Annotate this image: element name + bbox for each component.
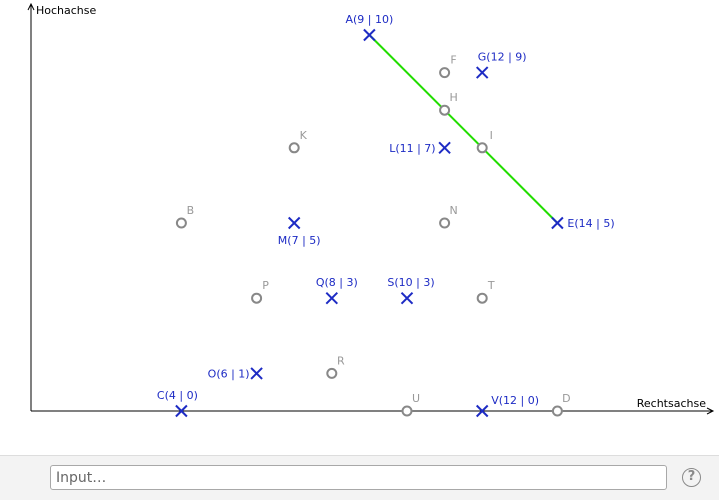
segment-ae[interactable] xyxy=(368,34,559,224)
point-label: V(12 | 0) xyxy=(491,394,539,407)
point-s[interactable]: S(10 | 3) xyxy=(387,276,435,305)
point-marker xyxy=(438,141,451,155)
point-marker xyxy=(439,67,451,79)
point-marker xyxy=(551,405,563,417)
point-label: E(14 | 5) xyxy=(567,217,614,230)
point-marker xyxy=(439,104,451,116)
point-label: R xyxy=(337,354,345,367)
graphics-view[interactable]: Hochachse Rechtsachse A(9 | 10) B C(4 | 0)… xyxy=(0,0,719,455)
point-h[interactable]: H xyxy=(439,91,458,116)
y-axis-arrow xyxy=(27,2,35,11)
point-v[interactable]: V(12 | 0) xyxy=(475,394,539,418)
coordinate-plane[interactable]: Hochachse Rechtsachse A(9 | 10) B C(4 | 0)… xyxy=(0,0,719,455)
point-m[interactable]: M(7 | 5) xyxy=(278,216,321,248)
point-marker xyxy=(325,291,339,305)
point-marker xyxy=(326,367,338,379)
point-label: G(12 | 9) xyxy=(478,51,527,64)
point-label: H xyxy=(449,91,457,104)
point-label: I xyxy=(490,129,493,142)
point-marker xyxy=(251,292,263,304)
point-t[interactable]: T xyxy=(476,279,495,304)
point-marker xyxy=(439,217,451,229)
point-b[interactable]: B xyxy=(175,204,195,229)
algebra-input[interactable] xyxy=(50,465,667,490)
x-axis-arrow xyxy=(706,407,715,415)
point-i[interactable]: I xyxy=(476,129,493,154)
point-label: A(9 | 10) xyxy=(345,13,393,26)
point-e[interactable]: E(14 | 5) xyxy=(551,216,615,230)
point-u[interactable]: U xyxy=(401,392,421,417)
point-o[interactable]: O(6 | 1) xyxy=(208,367,263,380)
point-label: B xyxy=(187,204,195,217)
point-f[interactable]: F xyxy=(439,54,457,79)
point-k[interactable]: K xyxy=(288,129,308,154)
point-a[interactable]: A(9 | 10) xyxy=(345,13,393,42)
point-label: U xyxy=(412,392,420,405)
point-label: O(6 | 1) xyxy=(208,367,250,380)
x-axis-label: Rechtsachse xyxy=(637,397,706,410)
point-marker xyxy=(475,404,489,418)
point-label: N xyxy=(449,204,457,217)
point-p[interactable]: P xyxy=(251,279,269,304)
y-axis-label: Hochachse xyxy=(36,4,97,17)
point-label: Q(8 | 3) xyxy=(316,276,358,289)
point-c[interactable]: C(4 | 0) xyxy=(157,389,198,418)
point-label: S(10 | 3) xyxy=(387,276,434,289)
point-label: P xyxy=(262,279,269,292)
point-n[interactable]: N xyxy=(439,204,458,229)
point-label: F xyxy=(450,54,456,67)
input-bar: ? xyxy=(0,455,719,500)
help-button[interactable]: ? xyxy=(682,468,701,487)
point-q[interactable]: Q(8 | 3) xyxy=(316,276,358,305)
point-l[interactable]: L(11 | 7) xyxy=(389,141,451,155)
point-marker xyxy=(551,216,564,230)
point-marker xyxy=(175,217,187,229)
point-marker xyxy=(400,291,414,305)
point-marker xyxy=(476,292,488,304)
point-marker xyxy=(175,404,188,418)
point-marker xyxy=(288,142,300,154)
point-label: T xyxy=(487,279,495,292)
point-label: L(11 | 7) xyxy=(389,142,435,155)
point-label: K xyxy=(300,129,308,142)
point-label: C(4 | 0) xyxy=(157,389,198,402)
point-marker xyxy=(250,367,263,380)
question-icon: ? xyxy=(687,469,696,484)
point-marker xyxy=(476,142,488,154)
point-label: M(7 | 5) xyxy=(278,234,321,247)
point-d[interactable]: D xyxy=(551,392,571,417)
point-marker xyxy=(363,28,376,42)
point-label: D xyxy=(562,392,570,405)
point-marker xyxy=(287,216,301,230)
point-g[interactable]: G(12 | 9) xyxy=(475,51,527,79)
point-marker xyxy=(475,66,489,79)
point-marker xyxy=(401,405,413,417)
point-r[interactable]: R xyxy=(326,354,345,379)
